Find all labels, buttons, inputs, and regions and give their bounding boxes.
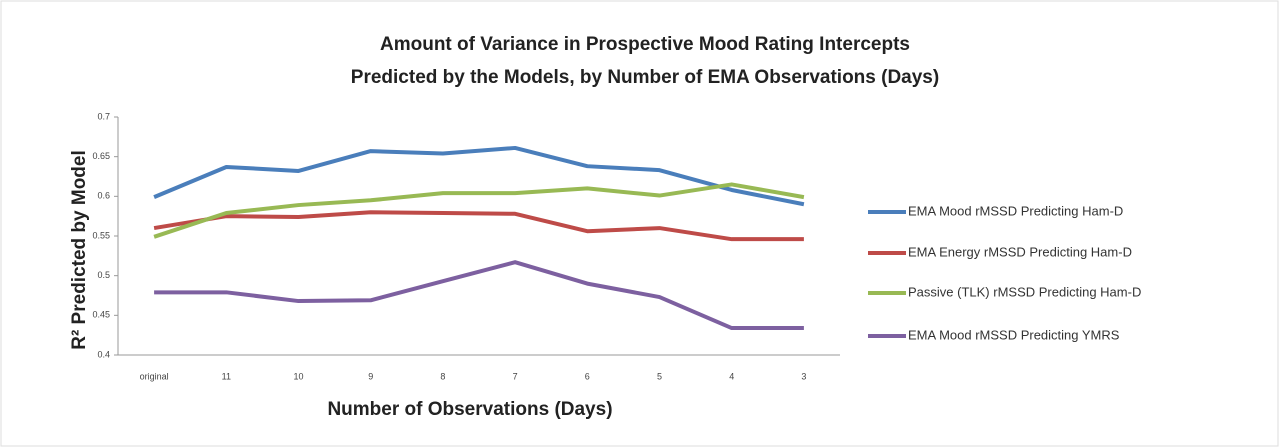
x-tick-label: 6 [585, 371, 590, 381]
y-tick-label: 0.4 [97, 349, 110, 359]
x-tick-label: 8 [440, 371, 445, 381]
x-tick-label: 4 [729, 371, 734, 381]
y-tick-label: 0.5 [97, 270, 110, 280]
x-tick-label: 9 [368, 371, 373, 381]
y-tick-label: 0.7 [97, 111, 110, 121]
legend-label: EMA Mood rMSSD Predicting YMRS [908, 327, 1120, 342]
chart-title: Predicted by the Models, by Number of EM… [351, 67, 939, 88]
x-tick-label: 3 [801, 371, 806, 381]
x-axis-title: Number of Observations (Days) [327, 399, 612, 420]
legend-label: EMA Energy rMSSD Predicting Ham-D [908, 244, 1132, 259]
x-tick-label: 10 [293, 371, 303, 381]
x-tick-label: 11 [222, 371, 231, 381]
x-tick-label: original [140, 371, 169, 381]
chart-title: Amount of Variance in Prospective Mood R… [380, 34, 910, 55]
x-tick-label: 7 [513, 371, 518, 381]
y-axis-title: R² Predicted by Model [69, 150, 90, 350]
series-line [154, 260, 804, 331]
x-tick-label: 5 [657, 371, 662, 381]
series-line [153, 210, 804, 242]
series-line [153, 182, 805, 239]
y-tick-label: 0.45 [92, 310, 110, 320]
legend-label: EMA Mood rMSSD Predicting Ham-D [908, 203, 1123, 218]
legend-label: Passive (TLK) rMSSD Predicting Ham-D [908, 284, 1141, 299]
y-tick-label: 0.55 [92, 230, 110, 240]
series-line [153, 145, 805, 207]
y-tick-label: 0.6 [97, 191, 110, 201]
y-tick-label: 0.65 [92, 151, 110, 161]
